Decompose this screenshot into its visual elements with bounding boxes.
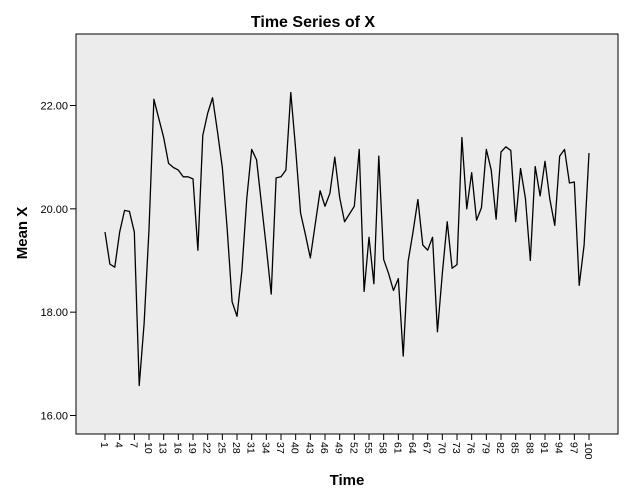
x-tick-label: 73 <box>450 442 462 454</box>
x-tick-label: 40 <box>289 442 301 454</box>
x-tick-label: 88 <box>523 442 535 454</box>
x-tick-label: 4 <box>113 442 125 448</box>
x-tick-label: 100 <box>582 442 594 460</box>
series-line <box>104 91 590 387</box>
x-axis-ticks: 1 4 7 10 13 16 19 22 25 28 31 34 37 40 43 46 49 52 55 58 61 6… <box>98 434 594 460</box>
x-tick-label: 7 <box>127 442 139 448</box>
x-tick-label: 55 <box>362 442 374 454</box>
y-tick-label: 16.00 <box>40 411 68 423</box>
x-tick-label: 67 <box>421 442 433 454</box>
x-tick-label: 91 <box>538 442 550 454</box>
x-tick-label: 34 <box>259 442 271 454</box>
y-tick-label: 18.00 <box>40 307 68 319</box>
y-axis-label: Mean X <box>14 207 31 260</box>
x-tick-label: 85 <box>509 442 521 454</box>
x-tick-label: 61 <box>391 442 403 454</box>
y-tick-label: 22.00 <box>40 101 68 113</box>
y-axis-ticks: 16.00 18.00 20.00 22.00 <box>40 101 76 423</box>
x-tick-label: 28 <box>230 442 242 454</box>
plot-background <box>75 33 619 435</box>
x-axis-label: Time <box>330 472 365 489</box>
x-tick-label: 94 <box>553 442 565 454</box>
x-tick-label: 64 <box>406 442 418 454</box>
x-tick-label: 22 <box>201 442 213 454</box>
x-tick-label: 97 <box>567 442 579 454</box>
chart-title: Time Series of X <box>251 14 376 31</box>
x-tick-label: 31 <box>245 442 257 454</box>
x-tick-label: 52 <box>347 442 359 454</box>
x-tick-label: 43 <box>303 442 315 454</box>
x-tick-label: 13 <box>157 442 169 454</box>
x-tick-label: 46 <box>318 442 330 454</box>
x-tick-label: 79 <box>479 442 491 454</box>
x-tick-label: 49 <box>333 442 345 454</box>
x-tick-label: 58 <box>377 442 389 454</box>
y-tick-label: 20.00 <box>40 204 68 216</box>
x-tick-label: 82 <box>494 442 506 454</box>
x-tick-label: 37 <box>274 442 286 454</box>
x-tick-label: 70 <box>435 442 447 454</box>
x-tick-label: 19 <box>186 442 198 454</box>
x-tick-label: 25 <box>215 442 227 454</box>
x-tick-label: 10 <box>142 442 154 454</box>
x-tick-label: 16 <box>171 442 183 454</box>
x-tick-label: 1 <box>98 442 110 448</box>
x-tick-label: 76 <box>465 442 477 454</box>
